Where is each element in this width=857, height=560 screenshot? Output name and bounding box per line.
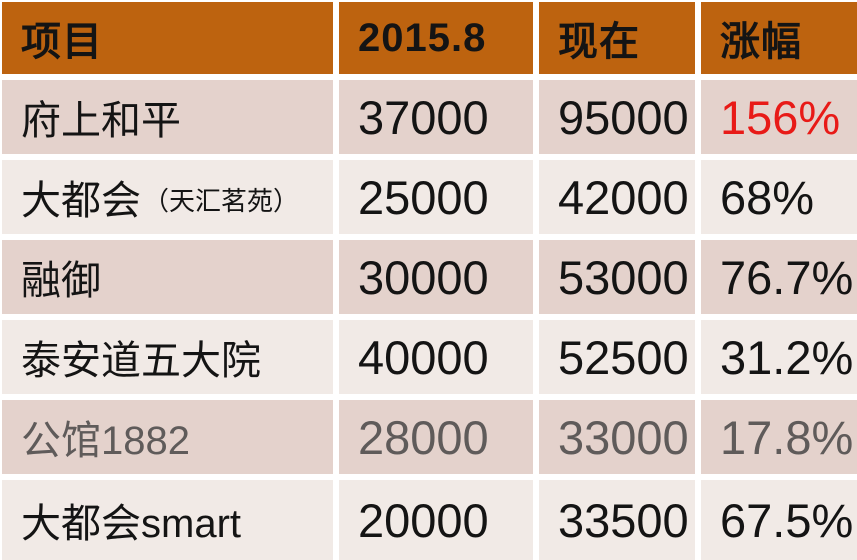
price-now-value: 95000 xyxy=(558,90,689,144)
cell-price-now: 53000 xyxy=(539,240,695,314)
price-now-value: 33000 xyxy=(558,410,689,464)
project-name: 大都会 xyxy=(21,179,141,223)
price-now-value: 42000 xyxy=(558,170,689,224)
cell-project: 泰安道五大院 xyxy=(2,320,333,394)
cell-change: 76.7% xyxy=(701,240,857,314)
cell-price-now: 33000 xyxy=(539,400,695,474)
cell-change: 17.8% xyxy=(701,400,857,474)
cell-project: 府上和平 xyxy=(2,80,333,154)
header-cell-change: 涨幅 xyxy=(701,2,857,74)
cell-change: 31.2% xyxy=(701,320,857,394)
cell-price-now: 42000 xyxy=(539,160,695,234)
cell-price-2015: 37000 xyxy=(339,80,533,154)
change-value: 31.2% xyxy=(720,330,854,384)
cell-change: 67.5% xyxy=(701,480,857,560)
price-2015-value: 20000 xyxy=(358,493,489,547)
cell-price-now: 95000 xyxy=(539,80,695,154)
cell-price-2015: 40000 xyxy=(339,320,533,394)
price-2015-value: 37000 xyxy=(358,90,489,144)
change-value: 76.7% xyxy=(720,250,854,304)
project-name: 府上和平 xyxy=(21,99,181,143)
price-now-value: 53000 xyxy=(558,250,689,304)
change-value: 68% xyxy=(720,170,815,224)
change-value: 17.8% xyxy=(720,410,854,464)
header-cell-now: 现在 xyxy=(539,2,695,74)
cell-price-now: 52500 xyxy=(539,320,695,394)
cell-price-2015: 20000 xyxy=(339,480,533,560)
cell-project: 融御 xyxy=(2,240,333,314)
cell-project: 公馆1882 xyxy=(2,400,333,474)
cell-change: 68% xyxy=(701,160,857,234)
cell-price-2015: 25000 xyxy=(339,160,533,234)
price-now-value: 33500 xyxy=(558,493,689,547)
cell-project: 大都会 （天汇茗苑） xyxy=(2,160,333,234)
cell-price-2015: 30000 xyxy=(339,240,533,314)
cell-price-now: 33500 xyxy=(539,480,695,560)
project-name: 大都会smart xyxy=(21,502,241,546)
header-cell-2015: 2015.8 xyxy=(339,2,533,74)
project-subname: （天汇茗苑） xyxy=(143,185,300,216)
price-2015-value: 25000 xyxy=(358,170,489,224)
price-2015-value: 40000 xyxy=(358,330,489,384)
project-name: 融御 xyxy=(21,259,101,303)
header-label-project: 项目 xyxy=(21,20,103,64)
header-label-now: 现在 xyxy=(558,20,640,64)
project-name: 泰安道五大院 xyxy=(21,339,261,383)
cell-change-highlighted: 156% xyxy=(701,80,857,154)
change-value: 67.5% xyxy=(720,493,854,547)
cell-price-2015: 28000 xyxy=(339,400,533,474)
header-label-2015: 2015.8 xyxy=(358,15,487,60)
price-2015-value: 28000 xyxy=(358,410,489,464)
cell-project: 大都会smart xyxy=(2,480,333,560)
change-value: 156% xyxy=(720,90,841,144)
header-label-change: 涨幅 xyxy=(720,20,802,64)
price-2015-value: 30000 xyxy=(358,250,489,304)
header-cell-project: 项目 xyxy=(2,2,333,74)
project-name: 公馆1882 xyxy=(21,419,190,463)
price-now-value: 52500 xyxy=(558,330,689,384)
